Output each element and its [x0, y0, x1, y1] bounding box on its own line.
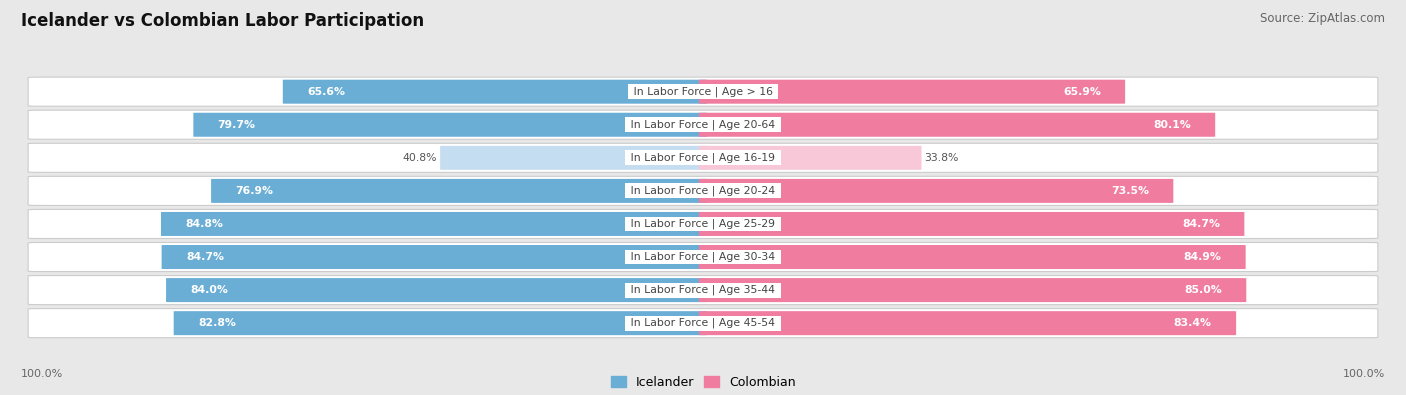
FancyBboxPatch shape	[283, 80, 707, 103]
Text: 100.0%: 100.0%	[21, 369, 63, 379]
Text: In Labor Force | Age 20-24: In Labor Force | Age 20-24	[627, 186, 779, 196]
Text: 84.0%: 84.0%	[190, 285, 228, 295]
Text: 73.5%: 73.5%	[1111, 186, 1149, 196]
FancyBboxPatch shape	[699, 146, 921, 170]
FancyBboxPatch shape	[174, 311, 707, 335]
Text: 84.7%: 84.7%	[186, 252, 224, 262]
Text: 65.6%: 65.6%	[307, 87, 344, 97]
FancyBboxPatch shape	[699, 245, 1246, 269]
Text: 33.8%: 33.8%	[924, 153, 959, 163]
FancyBboxPatch shape	[28, 308, 1378, 338]
Text: 76.9%: 76.9%	[235, 186, 273, 196]
Text: 65.9%: 65.9%	[1063, 87, 1101, 97]
Text: 80.1%: 80.1%	[1153, 120, 1191, 130]
FancyBboxPatch shape	[211, 179, 707, 203]
FancyBboxPatch shape	[28, 276, 1378, 305]
FancyBboxPatch shape	[28, 77, 1378, 106]
FancyBboxPatch shape	[699, 113, 1215, 137]
Text: In Labor Force | Age 20-64: In Labor Force | Age 20-64	[627, 120, 779, 130]
FancyBboxPatch shape	[162, 245, 707, 269]
FancyBboxPatch shape	[699, 278, 1246, 302]
Text: Icelander vs Colombian Labor Participation: Icelander vs Colombian Labor Participati…	[21, 12, 425, 30]
FancyBboxPatch shape	[194, 113, 707, 137]
FancyBboxPatch shape	[28, 143, 1378, 172]
Text: 85.0%: 85.0%	[1184, 285, 1222, 295]
Text: In Labor Force | Age 16-19: In Labor Force | Age 16-19	[627, 152, 779, 163]
Text: 84.7%: 84.7%	[1182, 219, 1220, 229]
Text: 83.4%: 83.4%	[1174, 318, 1212, 328]
FancyBboxPatch shape	[28, 176, 1378, 205]
FancyBboxPatch shape	[28, 110, 1378, 139]
Text: 82.8%: 82.8%	[198, 318, 236, 328]
FancyBboxPatch shape	[28, 243, 1378, 272]
FancyBboxPatch shape	[699, 311, 1236, 335]
Text: 79.7%: 79.7%	[218, 120, 256, 130]
Text: 100.0%: 100.0%	[1343, 369, 1385, 379]
FancyBboxPatch shape	[699, 80, 1125, 103]
Text: In Labor Force | Age 35-44: In Labor Force | Age 35-44	[627, 285, 779, 295]
Text: Source: ZipAtlas.com: Source: ZipAtlas.com	[1260, 12, 1385, 25]
FancyBboxPatch shape	[166, 278, 707, 302]
FancyBboxPatch shape	[440, 146, 707, 170]
FancyBboxPatch shape	[162, 212, 707, 236]
Text: 84.8%: 84.8%	[186, 219, 224, 229]
Text: In Labor Force | Age 30-34: In Labor Force | Age 30-34	[627, 252, 779, 262]
FancyBboxPatch shape	[28, 209, 1378, 239]
FancyBboxPatch shape	[699, 179, 1174, 203]
Text: 84.9%: 84.9%	[1184, 252, 1222, 262]
Text: 40.8%: 40.8%	[404, 153, 437, 163]
Text: In Labor Force | Age > 16: In Labor Force | Age > 16	[630, 87, 776, 97]
FancyBboxPatch shape	[699, 212, 1244, 236]
Text: In Labor Force | Age 25-29: In Labor Force | Age 25-29	[627, 219, 779, 229]
Legend: Icelander, Colombian: Icelander, Colombian	[610, 376, 796, 389]
Text: In Labor Force | Age 45-54: In Labor Force | Age 45-54	[627, 318, 779, 328]
